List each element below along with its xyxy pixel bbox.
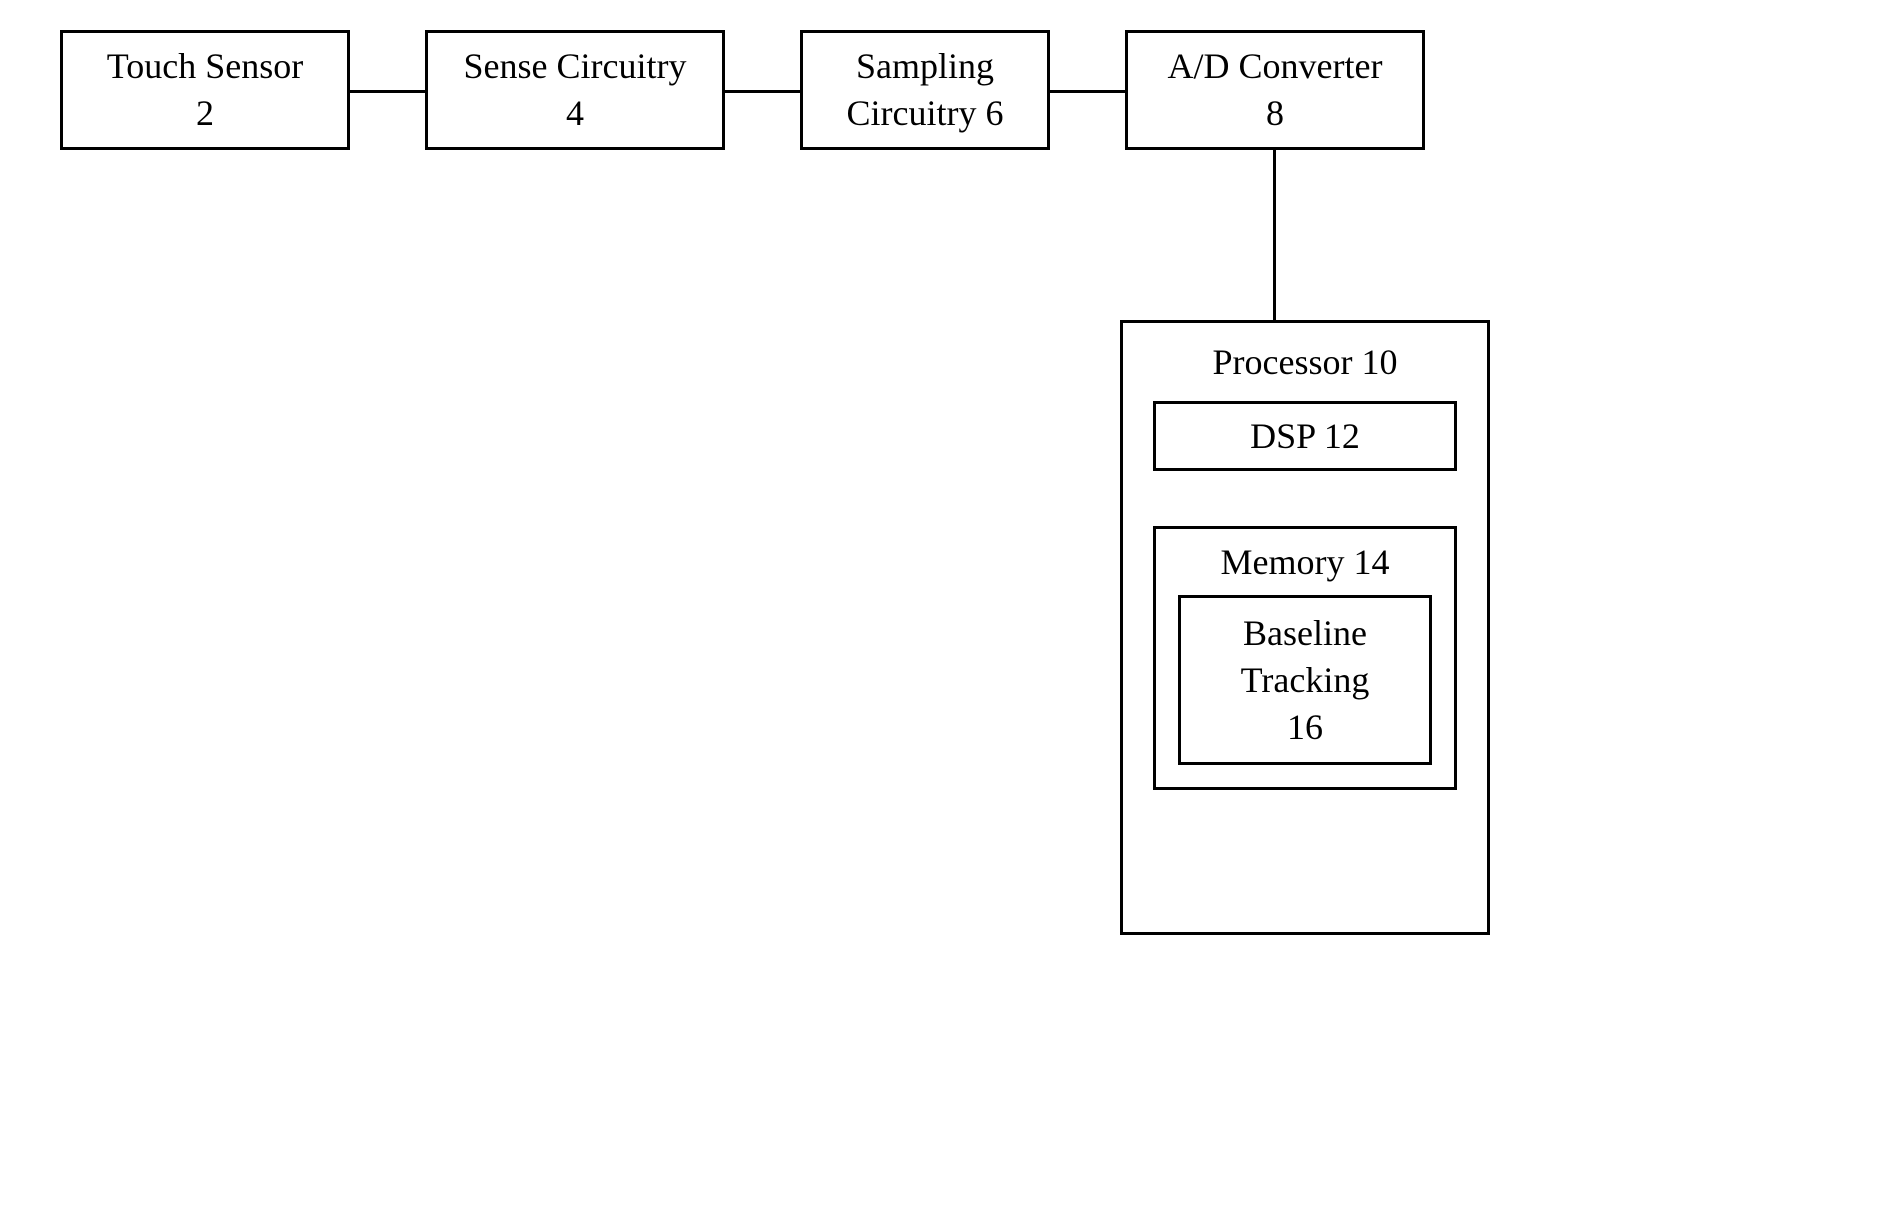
- memory-label: Memory 14: [1156, 541, 1454, 583]
- sampling-circuitry-label-1: Sampling: [856, 43, 994, 90]
- touch-sensor-label-1: Touch Sensor: [107, 43, 303, 90]
- ad-converter-block: A/D Converter 8: [1125, 30, 1425, 150]
- ad-converter-label-1: A/D Converter: [1168, 43, 1383, 90]
- processor-block: Processor 10 DSP 12 Memory 14 Baseline T…: [1120, 320, 1490, 935]
- sampling-circuitry-block: Sampling Circuitry 6: [800, 30, 1050, 150]
- sense-circuitry-label-1: Sense Circuitry: [464, 43, 687, 90]
- ad-converter-label-2: 8: [1266, 90, 1284, 137]
- baseline-label-1: Baseline: [1189, 610, 1421, 657]
- sense-circuitry-block: Sense Circuitry 4: [425, 30, 725, 150]
- baseline-label-3: 16: [1189, 704, 1421, 751]
- connector-4: [1273, 150, 1276, 320]
- connector-3: [1050, 90, 1125, 93]
- connector-1: [350, 90, 425, 93]
- dsp-block: DSP 12: [1153, 401, 1457, 471]
- connector-2: [725, 90, 800, 93]
- processor-label: Processor 10: [1123, 341, 1487, 383]
- touch-sensor-label-2: 2: [196, 90, 214, 137]
- baseline-label-2: Tracking: [1189, 657, 1421, 704]
- touch-sensor-block: Touch Sensor 2: [60, 30, 350, 150]
- memory-block: Memory 14 Baseline Tracking 16: [1153, 526, 1457, 790]
- sampling-circuitry-label-2: Circuitry 6: [847, 90, 1004, 137]
- dsp-label: DSP 12: [1250, 415, 1360, 457]
- baseline-tracking-block: Baseline Tracking 16: [1178, 595, 1432, 765]
- sense-circuitry-label-2: 4: [566, 90, 584, 137]
